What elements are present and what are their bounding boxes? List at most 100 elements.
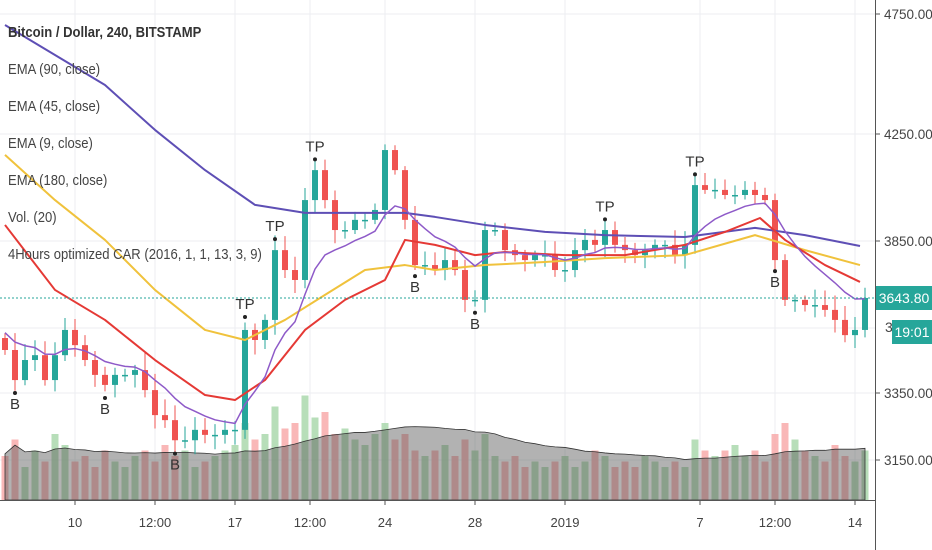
time-axis[interactable]: 10 12:00 17 12:00 24 28 2019 7 12:00 14 — [68, 500, 862, 530]
last-price-label: 3643.80 — [876, 286, 932, 310]
candle-body — [222, 429, 228, 435]
volume-bar — [411, 450, 419, 500]
volume-bar — [661, 467, 669, 500]
volume-bar — [431, 450, 439, 500]
volume-bar — [461, 439, 469, 500]
ema-9-line — [4, 202, 866, 425]
volume-bar — [41, 461, 49, 500]
candle-body — [302, 200, 308, 280]
candle-body — [712, 189, 718, 192]
price-tick-label: 3350.00 — [884, 386, 932, 401]
volume-bar — [631, 467, 639, 500]
time-tick-label: 7 — [696, 515, 703, 530]
buy-dot — [773, 269, 777, 274]
candle-body — [2, 338, 8, 350]
candle-body — [172, 420, 178, 441]
volume-bar — [181, 450, 189, 500]
candle-body — [382, 150, 388, 210]
candle-body — [842, 319, 848, 336]
volume-bar — [571, 467, 579, 500]
candle-body — [392, 150, 398, 171]
candle-body — [732, 194, 738, 197]
tp-marker-label: TP — [235, 296, 254, 313]
tp-marker-label: TP — [595, 198, 614, 215]
volume-bar — [731, 445, 739, 500]
candle-body — [752, 189, 758, 195]
tp-dot — [693, 172, 697, 177]
candle-body — [52, 355, 58, 381]
candle-body — [432, 265, 438, 271]
buy-dot — [173, 451, 177, 456]
volume-bar — [471, 450, 479, 500]
volume-bar — [251, 439, 259, 500]
candle-body — [472, 299, 478, 302]
volume-bar — [91, 467, 99, 500]
volume-bar — [841, 456, 849, 500]
legend-ema-9[interactable]: EMA (9, close) — [8, 136, 93, 152]
candle-body — [232, 429, 238, 432]
price-tick-label: 4750.00 — [884, 7, 932, 22]
volume-bar — [191, 467, 199, 500]
candle-body — [852, 329, 858, 336]
volume-bar — [291, 423, 299, 500]
legend-ema-45[interactable]: EMA (45, close) — [8, 99, 101, 115]
candle-body — [202, 429, 208, 435]
signal-markers: TP TP TP TP TP B B B B B B — [10, 138, 780, 473]
chart-legend: Bitcoin / Dollar, 240, BITSTAMP EMA (90,… — [8, 22, 290, 281]
time-tick-label: 12:00 — [294, 515, 327, 530]
candle-body — [682, 244, 688, 256]
ema-45-line — [4, 216, 861, 402]
volume-bar — [341, 428, 349, 500]
price-tick-label: 3150.00 — [884, 453, 932, 468]
buy-marker-label: B — [770, 274, 780, 291]
symbol-title[interactable]: Bitcoin / Dollar, 240, BITSTAMP — [8, 25, 202, 41]
time-tick-label: 12:00 — [759, 515, 792, 530]
volume-bar — [481, 434, 489, 500]
candle-body — [452, 260, 458, 271]
legend-car-strategy[interactable]: 4Hours optimized CAR (2016, 1, 1, 13, 3,… — [8, 247, 262, 263]
candle-body — [22, 360, 28, 381]
buy-marker-label: B — [410, 279, 420, 296]
candle-body — [192, 429, 198, 441]
tp-dot — [603, 217, 607, 222]
volume-bar — [681, 467, 689, 500]
volume-bar — [151, 461, 159, 500]
candle-body — [352, 219, 358, 231]
volume-bar — [321, 412, 329, 500]
ema-lines — [4, 24, 866, 425]
volume-bar — [711, 456, 719, 500]
candle-body — [862, 297, 868, 330]
volume-bar — [501, 461, 509, 500]
volume-bar — [751, 450, 759, 500]
candle-body — [402, 170, 408, 220]
volume-bar — [381, 423, 389, 500]
candle-body — [722, 189, 728, 195]
candle-body — [162, 415, 168, 421]
volume-bar — [621, 461, 629, 500]
legend-ema-90[interactable]: EMA (90, close) — [8, 62, 101, 78]
candle-body — [832, 309, 838, 320]
partial-price-tick: 3 — [885, 319, 893, 335]
volume-bar — [51, 434, 59, 500]
candle-body — [812, 305, 818, 307]
ema-90-line — [4, 154, 861, 341]
volume-bar — [741, 456, 749, 500]
candle-body — [112, 374, 118, 385]
legend-volume[interactable]: Vol. (20) — [8, 210, 57, 226]
volume-bar — [691, 439, 699, 500]
tp-marker-label: TP — [685, 153, 704, 170]
buy-marker-label: B — [470, 316, 480, 333]
time-tick-label: 14 — [848, 515, 862, 530]
price-axis[interactable]: 4750.00 4250.00 3850.00 3350.00 3150.00 — [875, 7, 932, 468]
candle-body — [272, 250, 278, 320]
volume-bar — [391, 439, 399, 500]
candle-body — [312, 170, 318, 201]
tp-dot — [243, 315, 247, 320]
candle-body — [802, 299, 808, 306]
time-tick-label: 10 — [68, 515, 82, 530]
candle-body — [332, 200, 338, 231]
candle-body — [152, 390, 158, 416]
legend-ema-180[interactable]: EMA (180, close) — [8, 173, 108, 189]
volume-bar — [581, 461, 589, 500]
